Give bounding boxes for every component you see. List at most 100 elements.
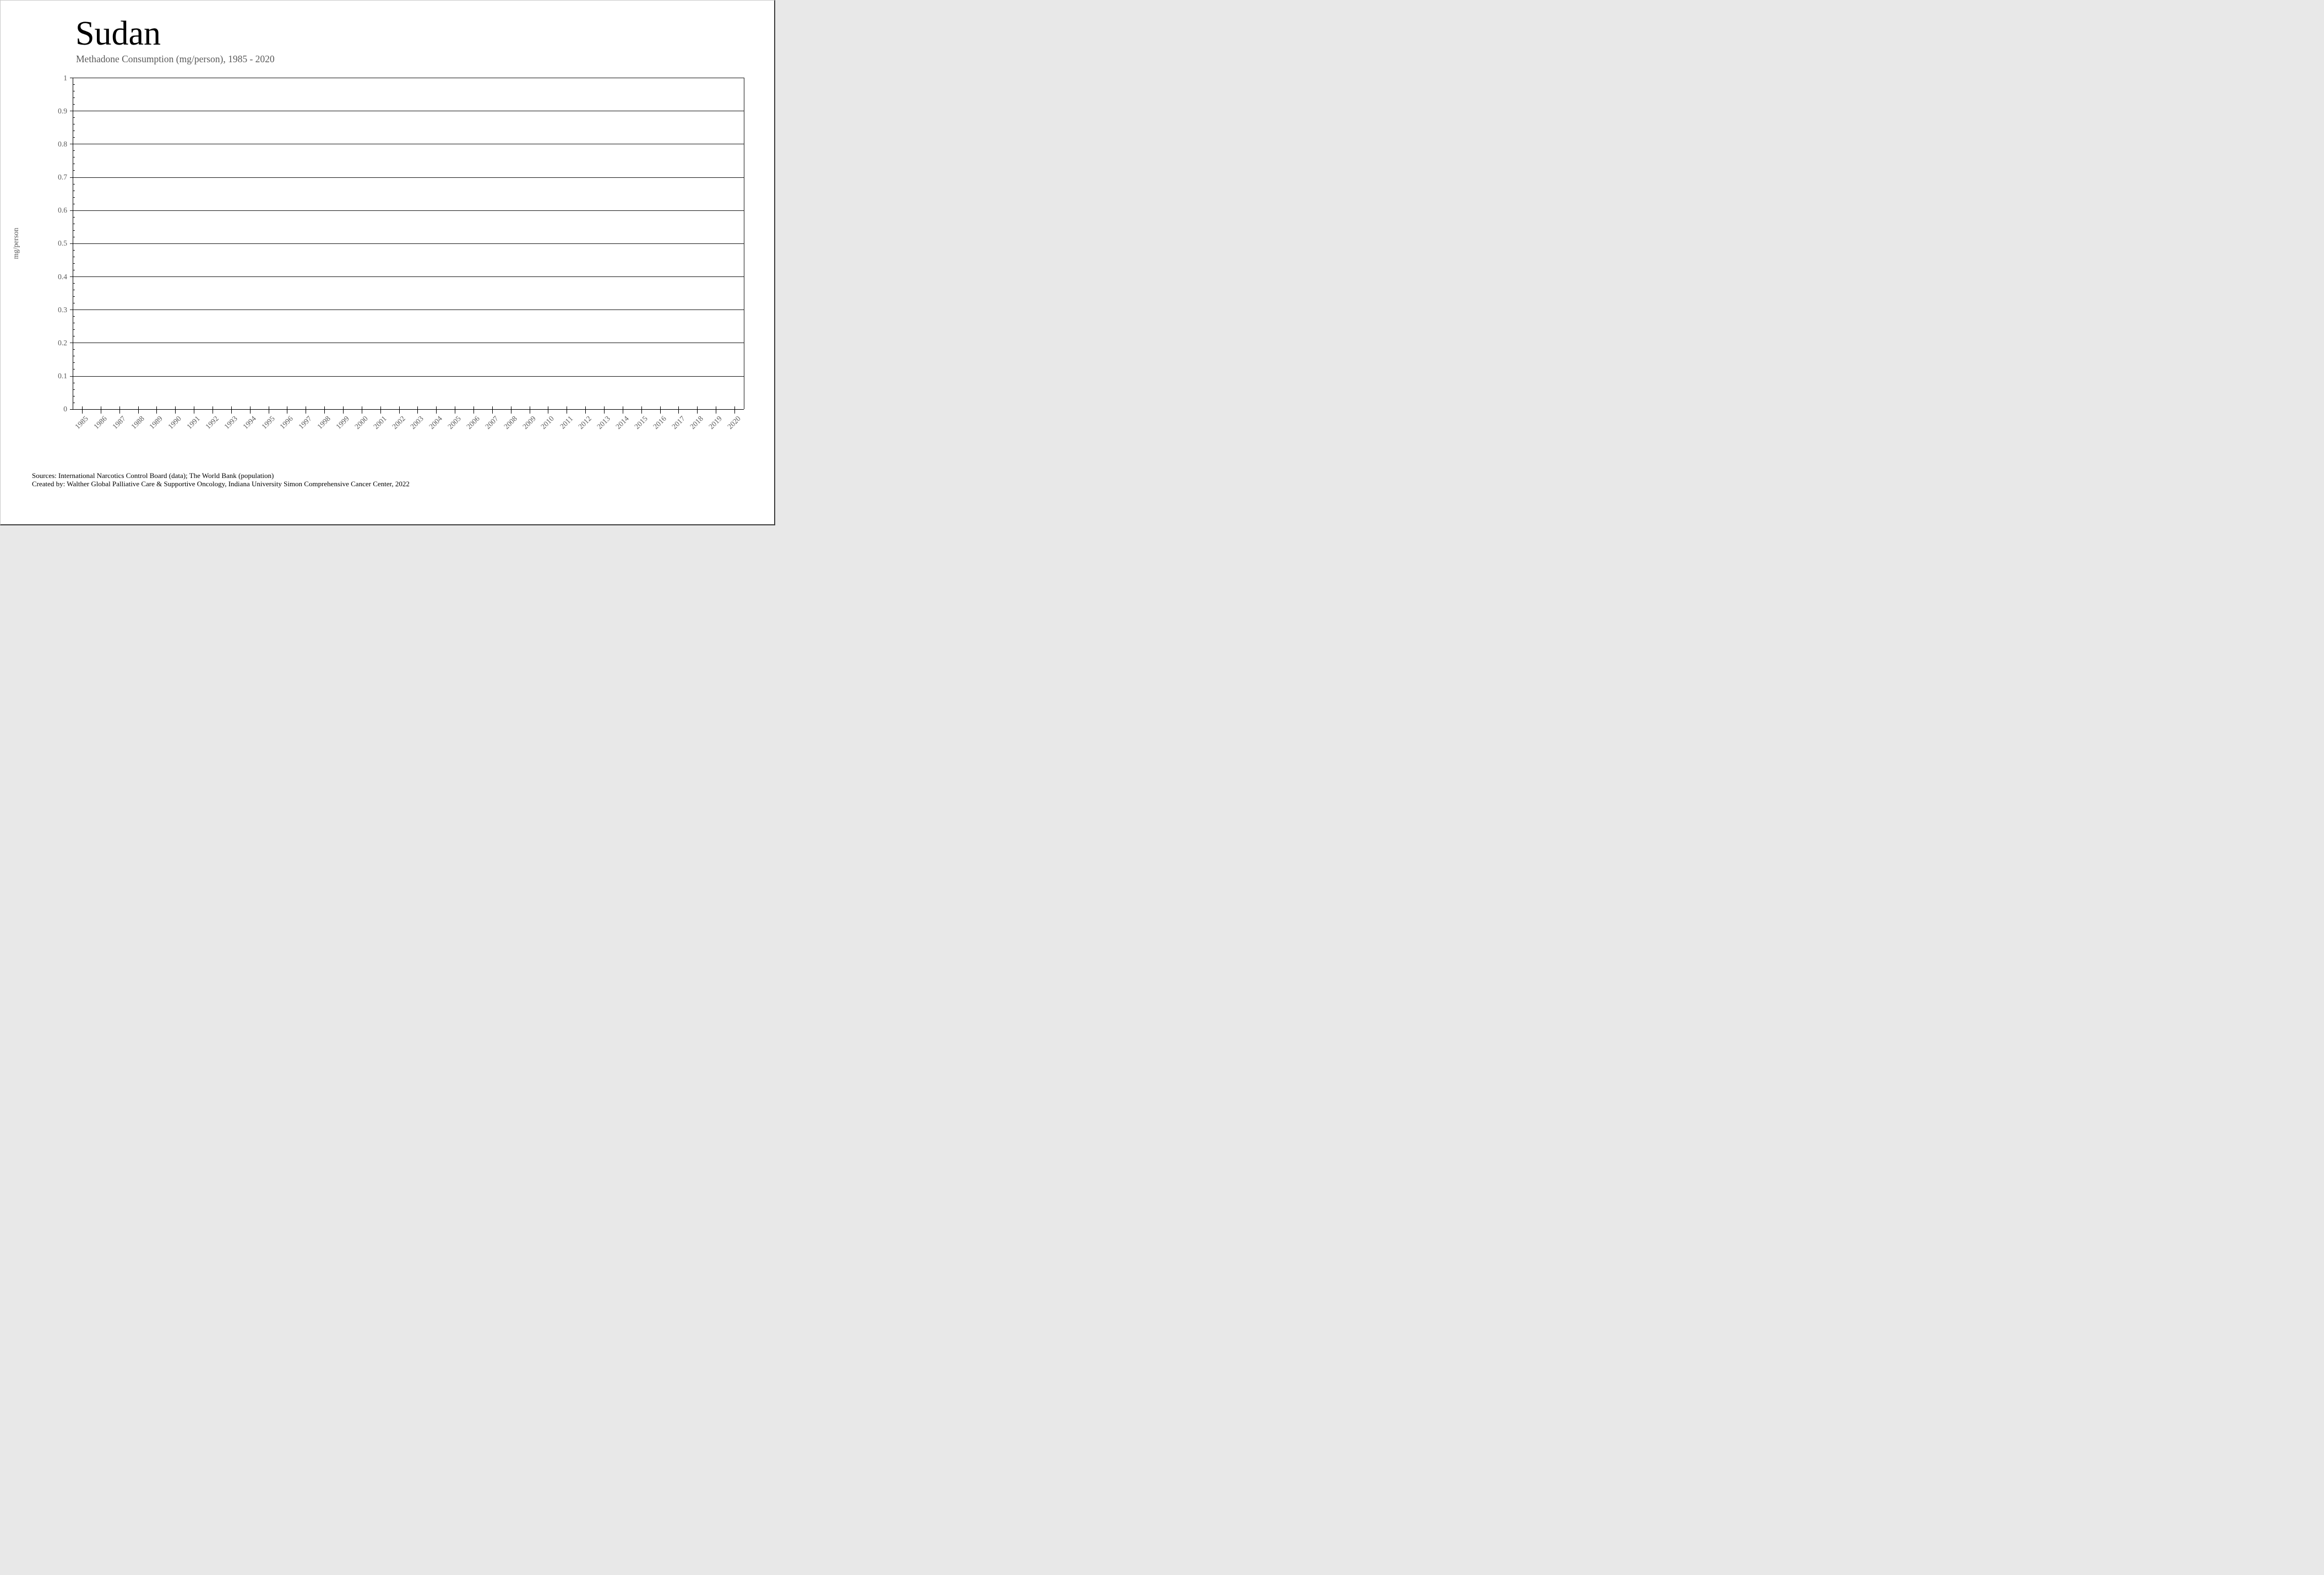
x-tick bbox=[324, 406, 325, 414]
x-tick-label: 1988 bbox=[129, 414, 146, 431]
x-tick-label: 1999 bbox=[334, 414, 351, 431]
y-minor-tick bbox=[73, 362, 75, 363]
x-tick bbox=[380, 406, 381, 414]
y-minor-tick bbox=[73, 137, 75, 138]
chart-canvas: Sudan Methadone Consumption (mg/person),… bbox=[0, 0, 775, 525]
x-tick-label: 2013 bbox=[595, 414, 612, 431]
y-minor-tick bbox=[73, 349, 75, 350]
y-minor-tick bbox=[73, 197, 75, 198]
y-axis-title: mg/person bbox=[12, 227, 20, 259]
x-tick-label: 2012 bbox=[576, 414, 594, 431]
x-tick-label: 2008 bbox=[502, 414, 519, 431]
y-tick-label: 0.1 bbox=[58, 372, 67, 381]
x-tick bbox=[417, 406, 418, 414]
x-tick-label: 1992 bbox=[204, 414, 220, 431]
x-tick bbox=[641, 406, 642, 414]
y-tick-label: 0.2 bbox=[58, 338, 67, 347]
y-tick-label: 0.8 bbox=[58, 139, 67, 148]
x-tick-label: 1997 bbox=[297, 414, 314, 431]
x-tick-label: 1996 bbox=[278, 414, 295, 431]
y-tick-label: 0.9 bbox=[58, 106, 67, 115]
x-tick-label: 2000 bbox=[353, 414, 369, 431]
x-tick bbox=[473, 406, 474, 414]
y-tick-label: 0 bbox=[63, 405, 67, 414]
y-minor-tick bbox=[73, 97, 75, 98]
y-minor-tick bbox=[73, 170, 75, 171]
y-minor-tick bbox=[73, 84, 75, 85]
y-minor-tick bbox=[73, 283, 75, 284]
y-minor-tick bbox=[73, 150, 75, 151]
x-tick-label: 2020 bbox=[726, 414, 742, 431]
x-tick-label: 2004 bbox=[427, 414, 444, 431]
x-tick-label: 2010 bbox=[539, 414, 556, 431]
x-tick-label: 1991 bbox=[185, 414, 202, 431]
x-tick bbox=[585, 406, 586, 414]
y-minor-tick bbox=[73, 389, 75, 390]
y-minor-tick bbox=[73, 157, 75, 158]
y-minor-tick bbox=[73, 316, 75, 317]
gridline bbox=[70, 177, 744, 178]
x-tick bbox=[678, 406, 679, 414]
x-tick-label: 1986 bbox=[91, 414, 108, 431]
y-tick-label: 0.4 bbox=[58, 272, 67, 281]
sources-line: Sources: International Narcotics Control… bbox=[32, 471, 274, 480]
x-tick-label: 1987 bbox=[110, 414, 127, 431]
y-tick-label: 0.7 bbox=[58, 173, 67, 181]
y-minor-tick bbox=[73, 296, 75, 297]
x-tick-label: 2019 bbox=[707, 414, 724, 431]
x-tick-label: 2001 bbox=[371, 414, 388, 431]
x-tick bbox=[156, 406, 157, 414]
x-tick-label: 2016 bbox=[651, 414, 668, 431]
x-tick-label: 2014 bbox=[614, 414, 630, 431]
x-tick bbox=[231, 406, 232, 414]
y-tick-label: 0.3 bbox=[58, 305, 67, 314]
x-tick-label: 2018 bbox=[688, 414, 705, 431]
x-tick-label: 2009 bbox=[520, 414, 537, 431]
x-tick bbox=[249, 406, 251, 414]
y-minor-tick bbox=[73, 395, 75, 397]
x-axis-line bbox=[70, 409, 744, 410]
x-tick-label: 2003 bbox=[409, 414, 426, 431]
x-tick-label: 2005 bbox=[446, 414, 463, 431]
x-tick bbox=[697, 406, 698, 414]
gridline bbox=[70, 243, 744, 244]
y-minor-tick bbox=[73, 117, 75, 118]
chart-footer: Sources: International Narcotics Control… bbox=[32, 471, 410, 488]
x-tick bbox=[81, 406, 83, 414]
y-tick-label: 0.5 bbox=[58, 239, 67, 248]
x-tick-label: 1998 bbox=[315, 414, 333, 431]
x-tick-label: 2006 bbox=[465, 414, 481, 431]
x-tick-label: 2017 bbox=[670, 414, 687, 431]
x-tick bbox=[175, 406, 176, 414]
gridline bbox=[70, 210, 744, 211]
x-tick-label: 2007 bbox=[483, 414, 500, 431]
x-tick-label: 1989 bbox=[148, 414, 165, 431]
page-title: Sudan bbox=[75, 15, 161, 52]
x-tick bbox=[138, 406, 139, 414]
x-tick bbox=[660, 406, 661, 414]
x-tick bbox=[436, 406, 437, 414]
y-minor-tick bbox=[73, 329, 75, 330]
x-tick-label: 2011 bbox=[558, 414, 575, 431]
x-tick-label: 1994 bbox=[241, 414, 258, 431]
y-tick-label: 0.6 bbox=[58, 206, 67, 215]
chart-subtitle: Methadone Consumption (mg/person), 1985 … bbox=[76, 53, 275, 64]
x-tick bbox=[342, 406, 344, 414]
y-minor-tick bbox=[73, 230, 75, 231]
gridline bbox=[70, 276, 744, 277]
x-tick bbox=[399, 406, 400, 414]
credit-line: Created by: Walther Global Palliative Ca… bbox=[32, 479, 410, 488]
x-tick-label: 2002 bbox=[390, 414, 407, 431]
y-minor-tick bbox=[73, 369, 75, 370]
x-tick-label: 1993 bbox=[222, 414, 239, 431]
x-tick-label: 1995 bbox=[259, 414, 276, 431]
x-tick-label: 1990 bbox=[166, 414, 183, 431]
x-tick-label: 1985 bbox=[73, 414, 90, 431]
x-tick-label: 2015 bbox=[632, 414, 649, 431]
x-tick bbox=[734, 406, 736, 414]
gridline bbox=[70, 309, 744, 310]
gridline bbox=[70, 376, 744, 377]
y-tick-label: 1 bbox=[63, 73, 67, 82]
y-minor-tick bbox=[73, 216, 75, 218]
y-minor-tick bbox=[73, 249, 75, 251]
